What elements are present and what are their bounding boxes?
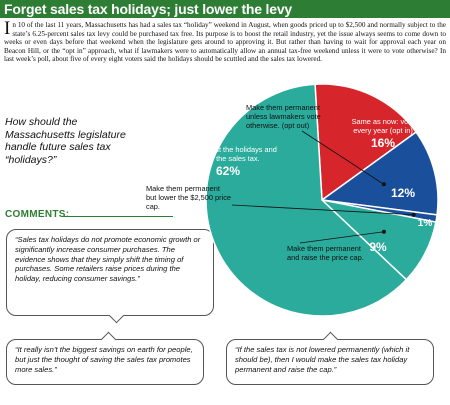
poll-question: How should the Massachusetts legislature… [5,116,126,166]
pie-slice-opt-out [320,131,439,216]
slice-pct: 1% [417,218,433,229]
dropcap: I [4,18,11,39]
comment-bubble: “If the sales tax is not lowered permane… [226,331,434,385]
callout-raise-cap: Make them permanent and raise the price … [287,244,364,262]
leader-dot-raise-cap [381,229,386,234]
leader-dot-lower-cap [411,212,416,217]
callout-lower-cap: Make them permanent but lower the $2,500… [146,184,232,211]
comment-bubble: “It really isn’t the biggest savings on … [6,331,204,385]
comment-text: “If the sales tax is not lowered permane… [235,345,410,374]
slice-pct: 62% [215,163,241,178]
leader-line-raise-cap [299,231,384,244]
intro-text: n 10 of the last 11 years, Massachusetts… [4,21,446,64]
slice-pct: 9% [369,240,387,254]
comment-text: “Sales tax holidays do not promote econo… [15,235,201,284]
slice-label-opt-in: Same as now: vote every year (opt in) 16… [343,117,423,150]
slice-pct-small: 1% [412,217,438,231]
comments-divider [63,216,173,217]
slice-pct-opt-out: 12% [383,186,423,200]
pie-slice-opt-in [314,83,418,202]
slice-label-lower-tax: Forget about the holidays and lower the … [172,145,284,178]
slice-label-text: Forget about the holidays and lower the … [179,145,277,163]
slice-pct-raise-cap: 9% [358,240,398,254]
pie-slice-lower-tax [205,83,408,317]
comments-label: COMMENTS: [5,209,70,220]
slice-label-text: Same as now: vote every year (opt in) [351,117,415,135]
headline: Forget sales tax holidays; just lower th… [0,0,450,18]
comment-bubble: “Sales tax holidays do not promote econo… [6,229,214,324]
slice-pct: 12% [390,186,416,200]
callout-opt-out: Make them permanent unless lawmakers vot… [246,103,321,130]
leader-line-lower-cap [231,204,414,216]
comment-text: “It really isn’t the biggest savings on … [15,345,193,374]
leader-dot-opt-out [381,182,386,187]
leader-line-opt-out [301,130,385,185]
slice-pct: 16% [370,135,396,150]
